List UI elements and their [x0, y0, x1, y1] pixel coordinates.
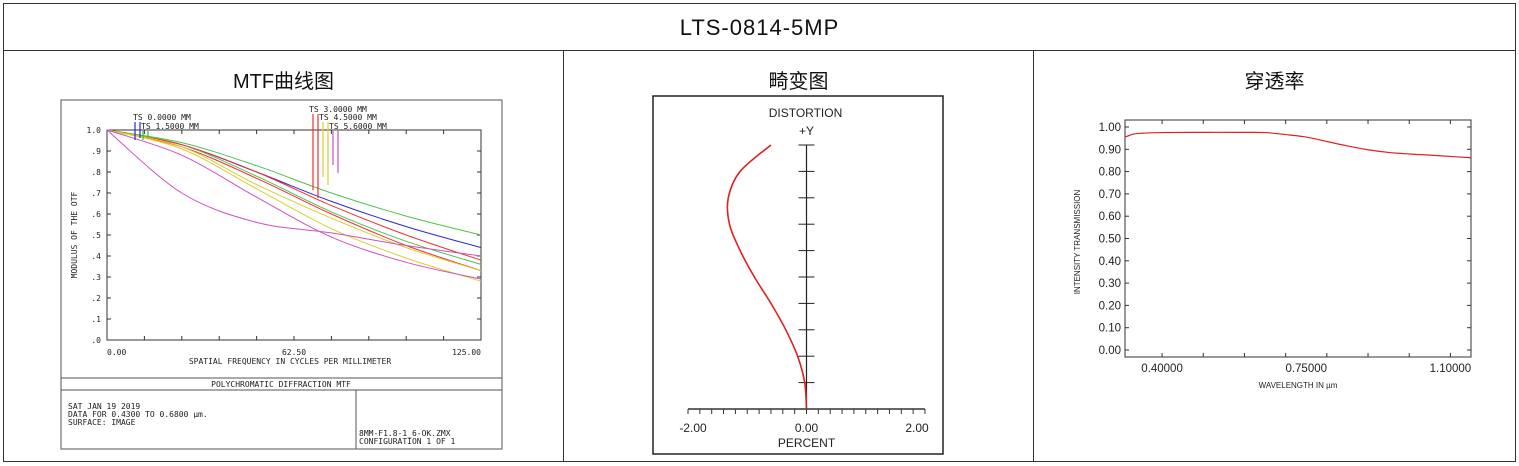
mtf-series-line: [106, 129, 482, 257]
panel-title: 穿透率: [1244, 71, 1305, 93]
y-tick-label: 0.80: [1099, 167, 1121, 179]
x-tick-label: -2.00: [679, 421, 707, 435]
panel-title: MTF曲线图: [232, 71, 335, 93]
x-axis-label: SPATIAL FREQUENCY IN CYCLES PER MILLIMET…: [189, 357, 391, 366]
info-text: SAT JAN 19 2019: [68, 402, 140, 411]
y-tick-label: .9: [91, 147, 101, 156]
y-tick-label: 0.90: [1099, 144, 1121, 156]
transmission-plot-area: [1124, 119, 1472, 358]
y-tick-label: .7: [91, 189, 101, 198]
distortion-curve: [726, 144, 808, 410]
mtf-series-line: [106, 129, 482, 261]
y-tick-label: 0.20: [1099, 300, 1121, 312]
legend-label: TS 3.0000 MM: [309, 105, 367, 114]
y-tick-label: 0.60: [1099, 211, 1121, 223]
figure-frame: LTS-0814-5MP MTF曲线图 畸变图 穿透率: [3, 3, 1516, 462]
panel-title: 畸变图: [768, 71, 829, 93]
y-tick-label: .5: [91, 231, 101, 240]
transmission-panel: 穿透率: [1034, 51, 1515, 461]
legend-label: TS 4.5000 MM: [319, 113, 377, 122]
mtf-series-line: [106, 129, 482, 280]
y-tick-label: .0: [91, 336, 101, 345]
x-tick-label: 0.40000: [1141, 363, 1183, 375]
y-tick-label: 1.00: [1099, 122, 1121, 134]
x-tick-label: 125.00: [452, 348, 481, 357]
legend-label: TS 1.5000 MM: [141, 122, 199, 131]
chart-title: DISTORTION: [769, 106, 843, 120]
x-axis-label: PERCENT: [778, 436, 836, 450]
chart-title: POLYCHROMATIC DIFFRACTION MTF: [211, 380, 351, 389]
x-axis-label: WAVELENGTH IN µm: [1259, 381, 1338, 390]
page-title: LTS-0814-5MP: [4, 4, 1515, 51]
mtf-series-line: [106, 129, 482, 265]
y-tick-label: 0.50: [1099, 234, 1121, 246]
x-tick-label: 0.00: [795, 421, 819, 435]
mtf-panel: MTF曲线图: [4, 51, 564, 461]
y-tick-label: .4: [91, 252, 101, 261]
y-axis-label: +Y: [799, 124, 814, 138]
y-tick-label: .6: [91, 210, 101, 219]
info-text: SURFACE: IMAGE: [68, 418, 136, 427]
y-tick-label: 1.0: [87, 126, 102, 135]
y-tick-label: 0.10: [1099, 323, 1121, 335]
y-axis-label: MODULUS OF THE OTF: [70, 191, 79, 278]
mtf-series-line: [106, 129, 482, 282]
legend-label: TS 5.6000 MM: [329, 122, 387, 131]
file-text: CONFIGURATION 1 OF 1: [359, 437, 456, 446]
mtf-plot-area: [106, 129, 482, 341]
legend-label: TS 0.0000 MM: [133, 113, 191, 122]
x-tick-label: 62.50: [282, 348, 306, 357]
y-tick-label: 0.30: [1099, 278, 1121, 290]
mtf-series-line: [106, 129, 482, 272]
mtf-series-line: [106, 129, 482, 236]
mtf-frame: [60, 99, 503, 450]
y-tick-label: 0.70: [1099, 189, 1121, 201]
file-text: 8MM-F1.8-1_6-OK.ZMX: [359, 429, 451, 438]
y-tick-label: .8: [91, 168, 101, 177]
y-tick-label: .2: [91, 294, 101, 303]
x-tick-label: 0.00: [107, 348, 126, 357]
y-tick-label: .3: [91, 273, 101, 282]
y-axis-label: INTENSITY TRANSMISSION: [1073, 189, 1082, 294]
y-tick-label: 0.40: [1099, 256, 1121, 268]
transmission-curve: [1124, 131, 1472, 159]
distortion-frame: [652, 95, 944, 455]
info-text: DATA FOR 0.4300 TO 0.6800 µm.: [68, 410, 208, 419]
x-tick-label: 2.00: [905, 421, 929, 435]
distortion-panel: 畸变图: [564, 51, 1034, 461]
x-tick-label: 0.75000: [1285, 363, 1327, 375]
y-tick-label: 0.00: [1099, 345, 1121, 357]
x-tick-label: 1.10000: [1430, 363, 1472, 375]
mtf-series-line: [106, 129, 482, 272]
y-tick-label: .1: [91, 315, 101, 324]
